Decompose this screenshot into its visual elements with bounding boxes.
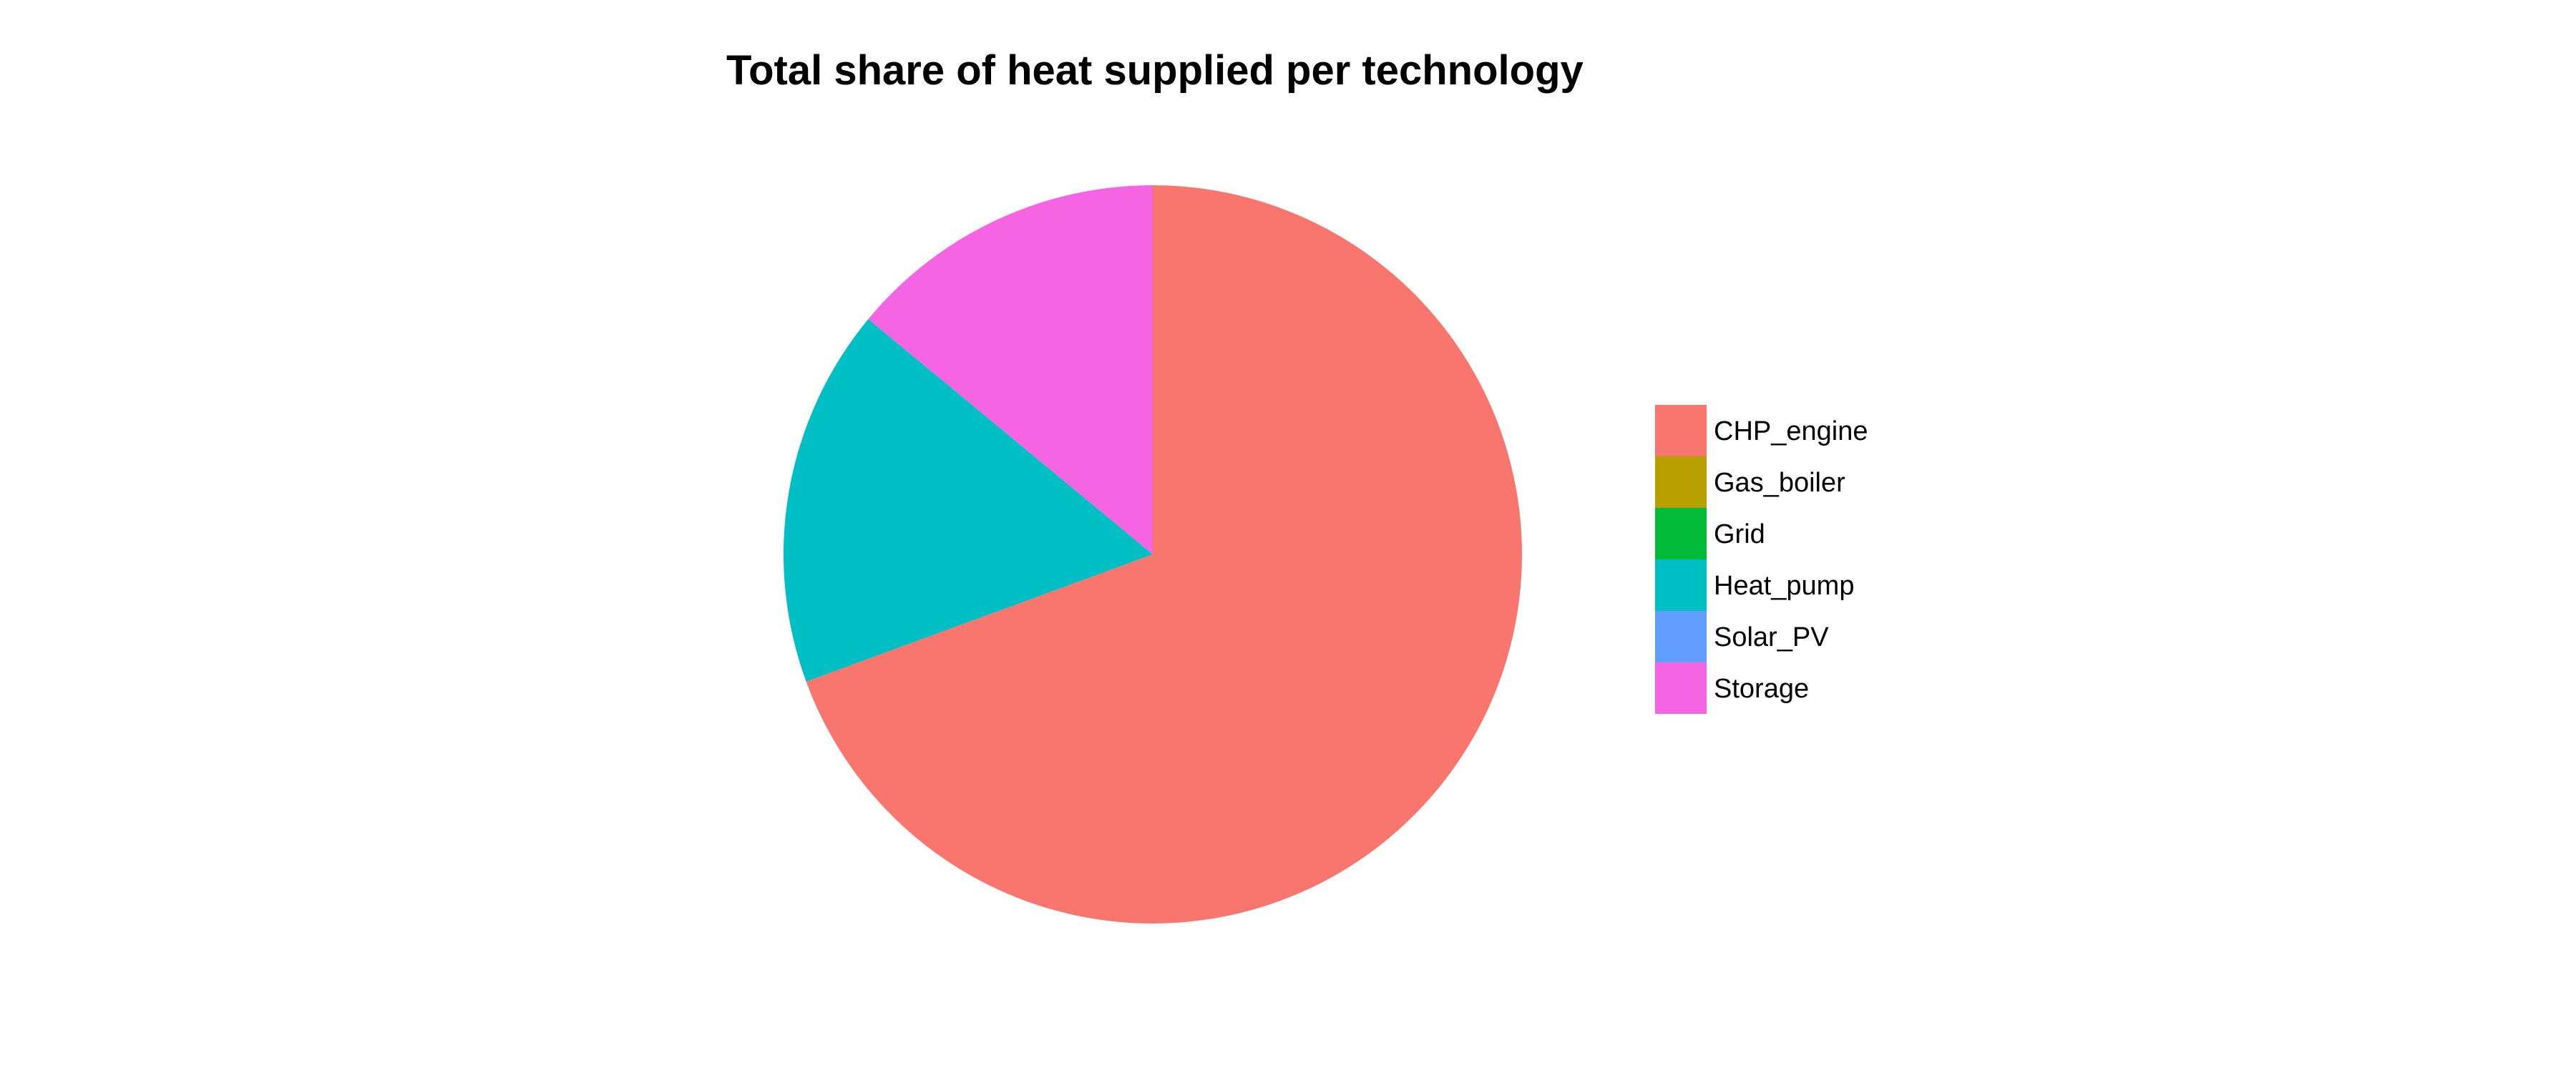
legend-key-chp-engine xyxy=(1655,405,1707,456)
chart-title: Total share of heat supplied per technol… xyxy=(726,47,1584,94)
legend-label-grid: Grid xyxy=(1714,519,1765,549)
legend-label-gas-boiler: Gas_boiler xyxy=(1714,468,1845,498)
legend: CHP_engine Gas_boiler Grid Heat_pump Solar_P… xyxy=(1655,405,1868,714)
legend-key-grid xyxy=(1655,508,1707,559)
pie-slice-heat-pump xyxy=(783,319,1153,682)
legend-key-storage xyxy=(1655,662,1707,714)
pie-slice-storage xyxy=(868,185,1153,554)
legend-label-solar-pv: Solar_PV xyxy=(1714,622,1829,652)
pie-slice-chp-engine xyxy=(806,185,1522,923)
legend-key-solar-pv xyxy=(1655,611,1707,662)
legend-label-storage: Storage xyxy=(1714,674,1809,704)
legend-label-chp-engine: CHP_engine xyxy=(1714,416,1868,446)
legend-key-gas-boiler xyxy=(1655,456,1707,508)
legend-label-heat-pump: Heat_pump xyxy=(1714,571,1854,601)
pie-slices xyxy=(783,185,1522,923)
legend-key-heat-pump xyxy=(1655,559,1707,611)
